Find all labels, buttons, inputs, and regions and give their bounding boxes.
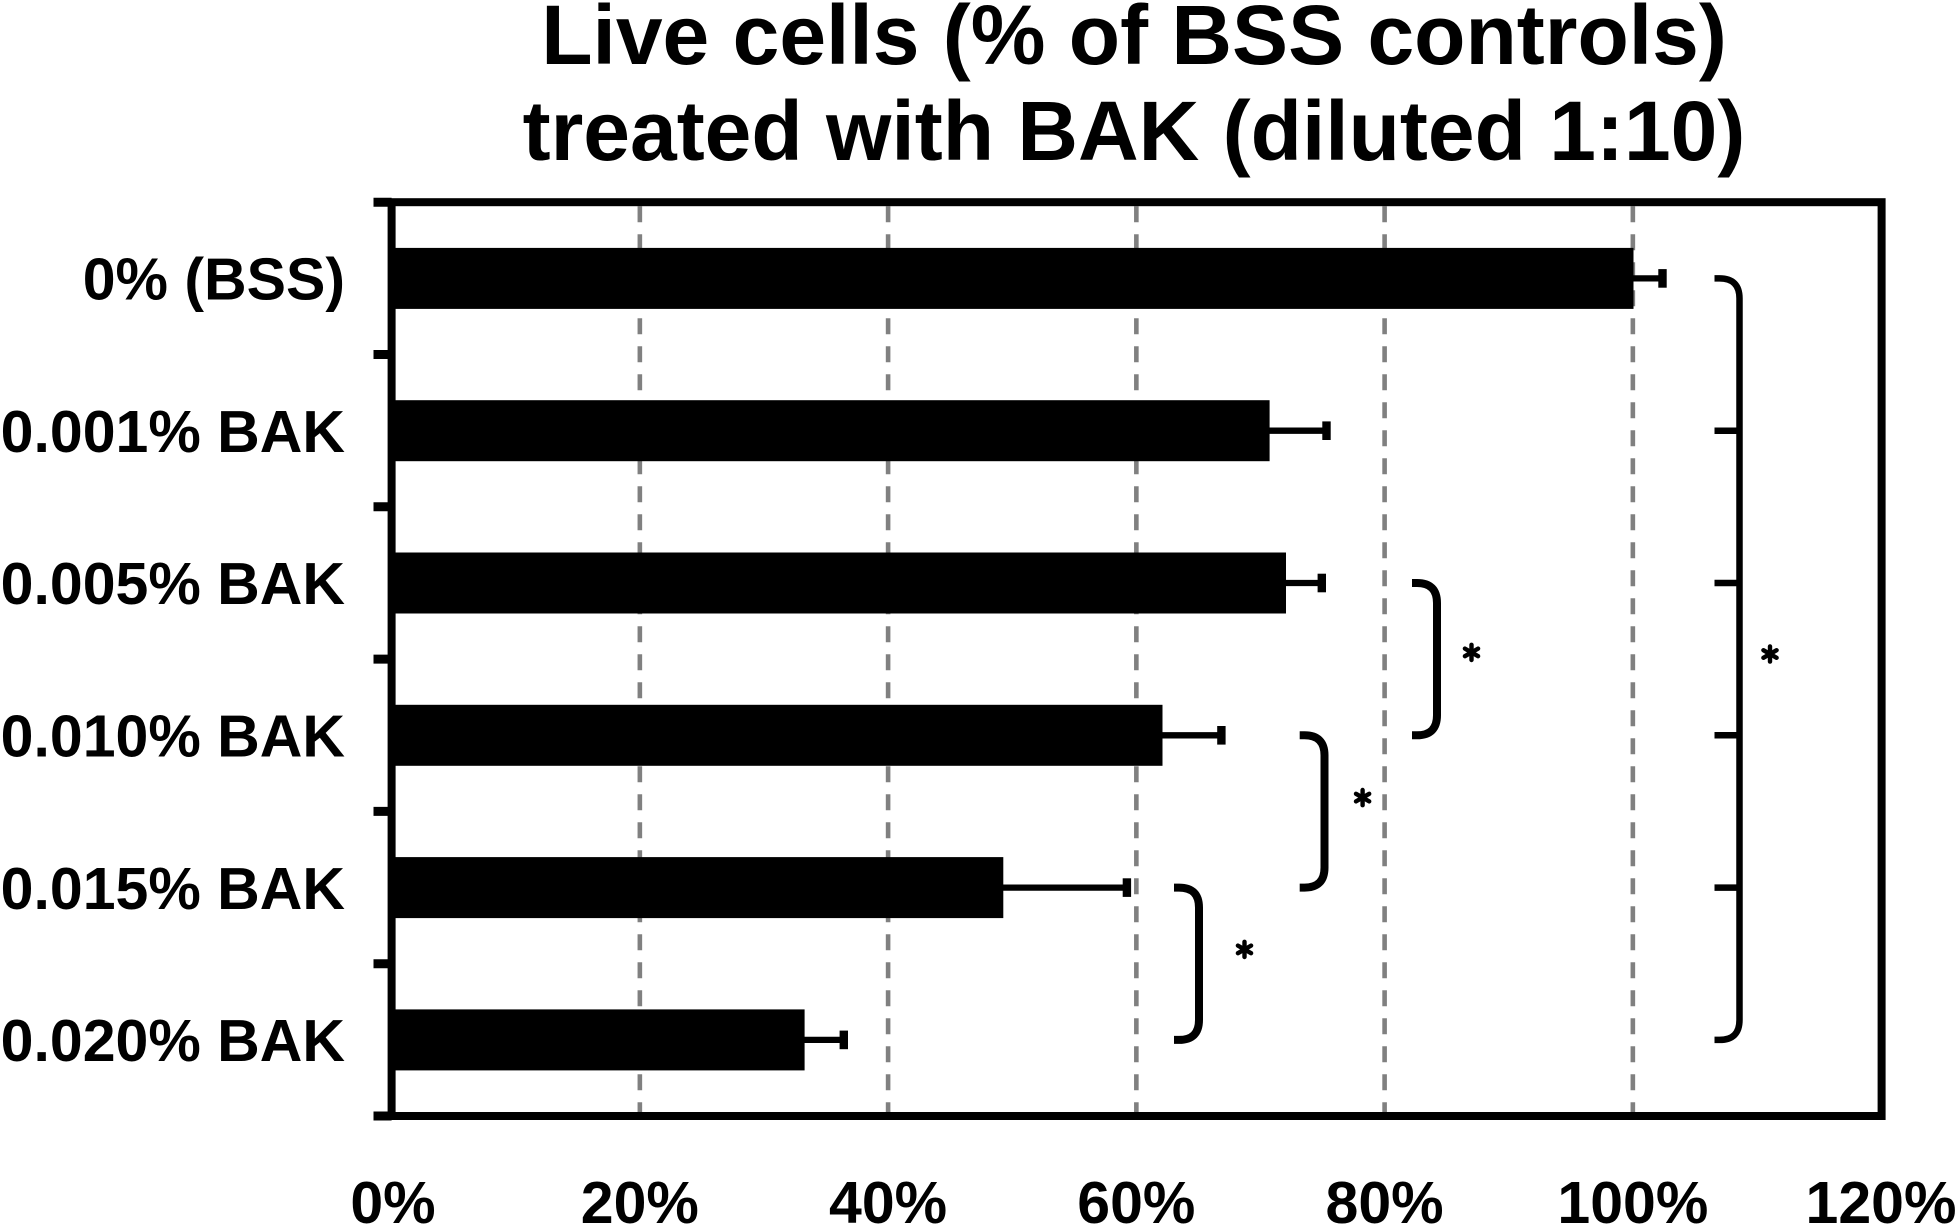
svg-text:Live cells (% of BSS controls): Live cells (% of BSS controls) bbox=[541, 0, 1727, 82]
svg-text:20%: 20% bbox=[581, 1170, 699, 1226]
svg-text:treated with BAK (diluted 1:10: treated with BAK (diluted 1:10) bbox=[523, 84, 1746, 178]
svg-text:0.020% BAK: 0.020% BAK bbox=[1, 1008, 346, 1074]
svg-text:0.010% BAK: 0.010% BAK bbox=[1, 704, 346, 770]
svg-text:0% (BSS): 0% (BSS) bbox=[83, 247, 345, 313]
svg-text:0.015% BAK: 0.015% BAK bbox=[1, 856, 346, 922]
svg-text:60%: 60% bbox=[1077, 1170, 1195, 1226]
svg-text:0.001% BAK: 0.001% BAK bbox=[1, 399, 346, 465]
svg-text:0.005% BAK: 0.005% BAK bbox=[1, 551, 346, 617]
svg-text:0%: 0% bbox=[350, 1170, 435, 1226]
svg-text:80%: 80% bbox=[1326, 1170, 1444, 1226]
svg-text:40%: 40% bbox=[829, 1170, 947, 1226]
svg-text:100%: 100% bbox=[1557, 1170, 1708, 1226]
svg-text:120%: 120% bbox=[1806, 1170, 1957, 1226]
